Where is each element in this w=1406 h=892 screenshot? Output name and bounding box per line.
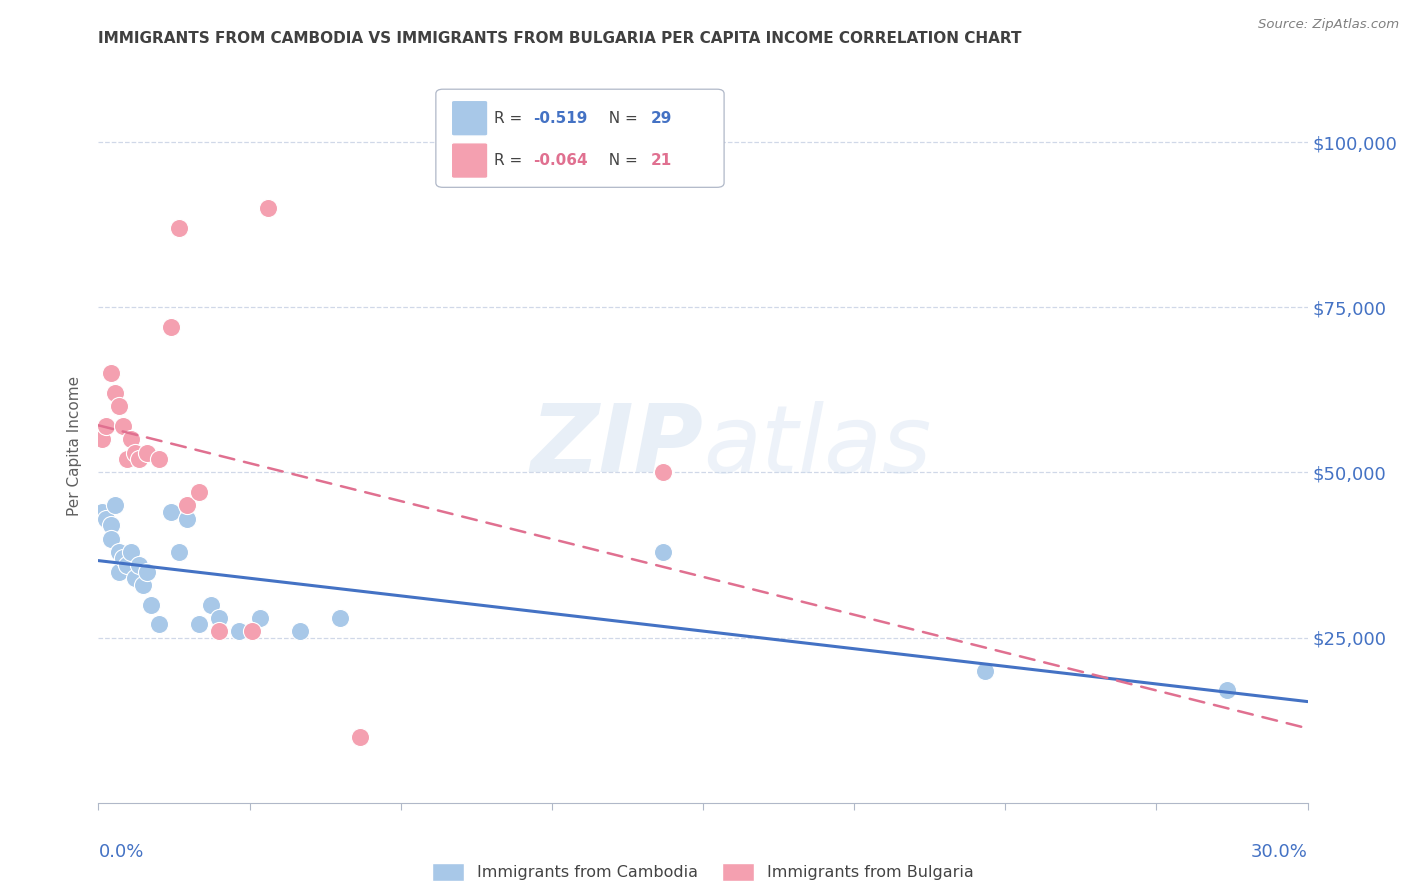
Point [128, 558, 150, 572]
Point [1216, 683, 1239, 698]
Text: R =: R = [494, 111, 527, 126]
Point [208, 611, 231, 625]
Point [329, 611, 352, 625]
Point [249, 611, 271, 625]
Point [135, 445, 157, 459]
Text: 30.0%: 30.0% [1251, 843, 1308, 861]
Point [139, 598, 162, 612]
Text: atlas: atlas [703, 401, 931, 491]
Point [160, 505, 183, 519]
Point [200, 598, 222, 612]
Text: ZIP: ZIP [530, 400, 703, 492]
Point [974, 664, 997, 678]
Point [651, 466, 673, 480]
Point [349, 730, 371, 744]
Point [103, 386, 125, 401]
Point [240, 624, 263, 638]
Text: -0.519: -0.519 [533, 111, 588, 126]
Point [288, 624, 311, 638]
Point [188, 485, 211, 500]
Point [228, 624, 250, 638]
Point [107, 400, 129, 414]
Point [111, 551, 134, 566]
Point [120, 545, 142, 559]
Point [91, 505, 114, 519]
Point [148, 452, 170, 467]
Point [120, 433, 142, 447]
Point [148, 617, 170, 632]
Text: -0.064: -0.064 [533, 153, 588, 168]
Point [128, 452, 150, 467]
Point [167, 221, 190, 235]
Text: 0.0%: 0.0% [98, 843, 143, 861]
Point [651, 545, 673, 559]
Point [100, 532, 122, 546]
Point [96, 419, 118, 434]
Point [160, 320, 183, 334]
Point [111, 419, 134, 434]
Text: 29: 29 [651, 111, 672, 126]
Point [115, 452, 138, 467]
Point [100, 367, 122, 381]
Point [115, 558, 138, 572]
Point [208, 624, 231, 638]
Point [103, 499, 125, 513]
Y-axis label: Per Capita Income: Per Capita Income [67, 376, 83, 516]
Point [91, 433, 114, 447]
Point [124, 571, 146, 585]
Point [100, 518, 122, 533]
Point [256, 201, 278, 215]
Text: N =: N = [599, 111, 643, 126]
Point [96, 511, 118, 525]
Point [135, 565, 157, 579]
Point [176, 511, 198, 525]
Text: IMMIGRANTS FROM CAMBODIA VS IMMIGRANTS FROM BULGARIA PER CAPITA INCOME CORRELATI: IMMIGRANTS FROM CAMBODIA VS IMMIGRANTS F… [98, 31, 1022, 46]
Point [167, 545, 190, 559]
Text: Source: ZipAtlas.com: Source: ZipAtlas.com [1258, 18, 1399, 31]
Point [176, 499, 198, 513]
Point [188, 617, 211, 632]
Point [107, 545, 129, 559]
Text: R =: R = [494, 153, 527, 168]
Point [132, 578, 155, 592]
Point [124, 445, 146, 459]
Legend: Immigrants from Cambodia, Immigrants from Bulgaria: Immigrants from Cambodia, Immigrants fro… [426, 856, 980, 888]
Text: 21: 21 [651, 153, 672, 168]
Point [107, 565, 129, 579]
Text: N =: N = [599, 153, 643, 168]
